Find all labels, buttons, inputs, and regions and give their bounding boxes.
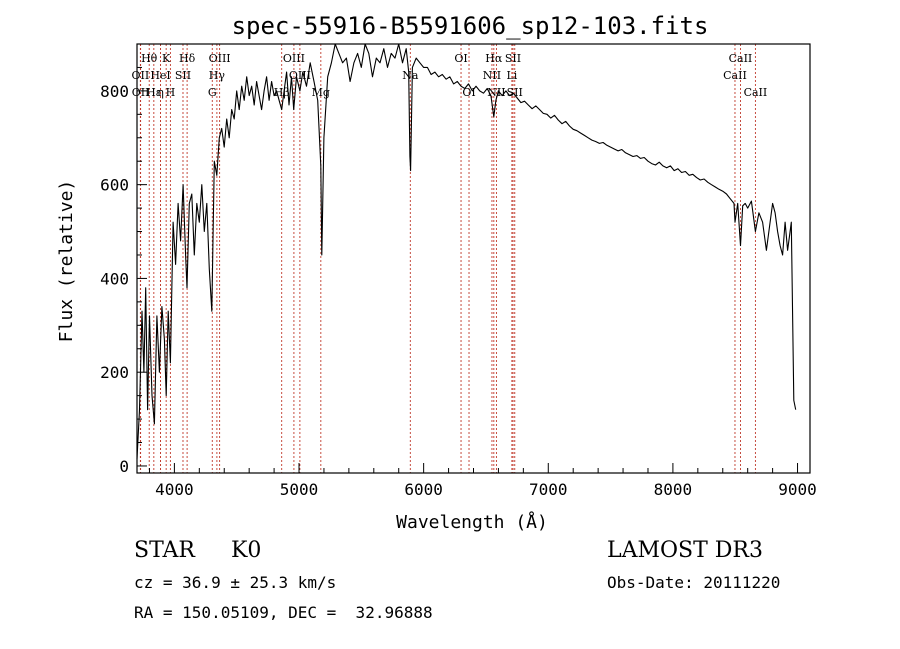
spectral-line-label: OII — [132, 86, 150, 99]
spectrum-series-line — [136, 43, 797, 459]
spectral-line-label: OI — [462, 86, 475, 99]
coordinates: RA = 150.05109, DEC = 32.96888 — [134, 603, 433, 622]
spectral-line-label: η — [157, 86, 164, 99]
spectral-line-label: CaII — [729, 52, 753, 65]
x-tick-label: 6000 — [404, 480, 443, 499]
spectral-line-label: SII — [175, 69, 191, 82]
redshift-velocity: cz = 36.9 ± 25.3 km/s — [134, 573, 337, 592]
y-axis: 0 200 400 600 800 — [100, 66, 147, 476]
spectral-line-label: Na — [402, 69, 419, 82]
x-axis: 4000 5000 6000 7000 8000 9000 — [148, 463, 817, 499]
spectral-line-label: OII — [132, 69, 150, 82]
spectral-line-label: NII — [487, 86, 505, 99]
spectral-line-label: Hθ — [141, 52, 158, 65]
subclass: K0 — [231, 538, 262, 563]
survey-name: LAMOST DR3 — [607, 538, 763, 563]
object-class: STAR K0 — [134, 538, 261, 563]
y-tick-label: 200 — [100, 363, 129, 382]
spectral-line-label: SII — [507, 86, 523, 99]
spectral-line-label: Hδ — [179, 52, 196, 65]
chart-title: spec-55916-B5591606_sp12-103.fits — [232, 12, 709, 40]
spectral-line-label: Hε — [146, 86, 162, 99]
x-axis-label: Wavelength (Å) — [396, 511, 548, 533]
plot-frame — [136, 43, 811, 474]
spectral-line-label: K — [162, 52, 171, 65]
spectral-line-label: G — [208, 86, 217, 99]
spectral-line-label: OIII — [283, 52, 305, 65]
x-tick-label: 4000 — [155, 480, 194, 499]
spectral-line-label: NII — [483, 69, 501, 82]
y-tick-label: 400 — [100, 269, 129, 288]
x-tick-label: 9000 — [778, 480, 817, 499]
y-tick-label: 600 — [100, 176, 129, 195]
spectral-line-label: Hα — [485, 52, 503, 65]
spectral-line-label: Hγ — [209, 69, 226, 82]
spectral-line-markers — [139, 44, 756, 473]
y-tick-label: 800 — [100, 82, 129, 101]
x-tick-label: 8000 — [654, 480, 693, 499]
spectral-line-label: OIII — [289, 69, 311, 82]
spectral-line-label: OIII — [209, 52, 231, 65]
spectral-line-label: SII — [505, 52, 521, 65]
class-type: STAR — [134, 538, 195, 563]
spectral-line-label: CaII — [723, 69, 747, 82]
spectral-line-label: OI — [454, 52, 467, 65]
spectral-line-label: CaII — [744, 86, 768, 99]
spectral-line-label: Li — [506, 69, 517, 82]
x-tick-label: 5000 — [280, 480, 319, 499]
x-tick-label: 7000 — [529, 480, 568, 499]
observation-date: Obs-Date: 20111220 — [607, 573, 781, 592]
spectral-line-label: H — [166, 86, 176, 99]
y-axis-label: Flux (relative) — [56, 180, 77, 343]
spectral-line-label: HeI — [150, 69, 170, 82]
y-tick-label: 0 — [119, 457, 129, 476]
